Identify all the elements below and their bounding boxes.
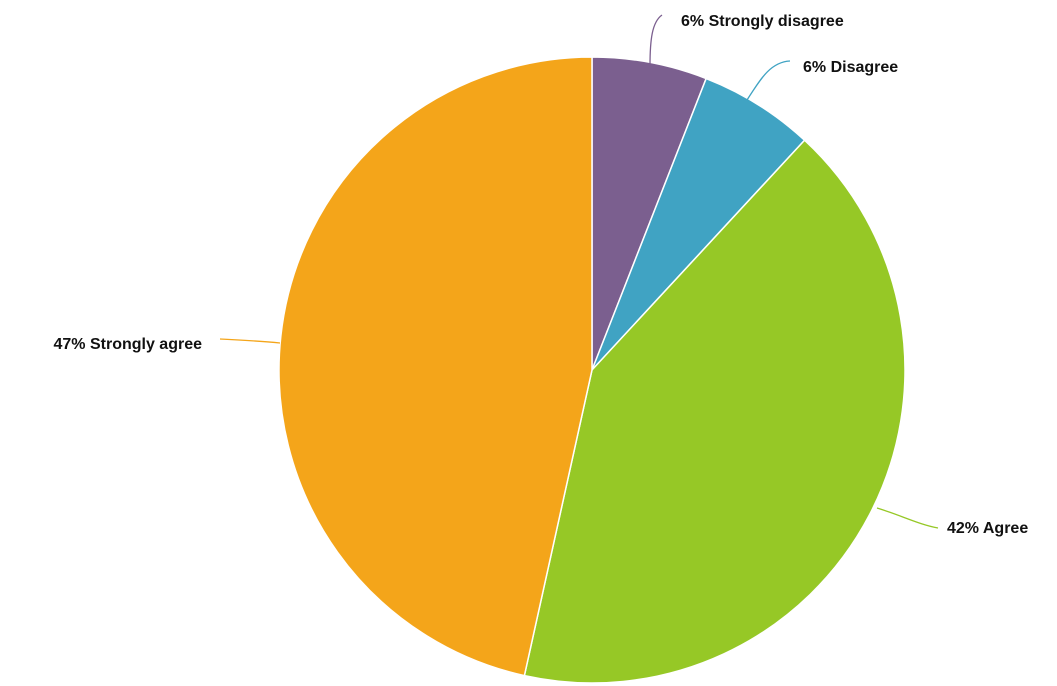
pie-slices xyxy=(278,56,906,684)
slice-label-strongly-disagree: 6% Strongly disagree xyxy=(681,13,844,30)
leader-lines xyxy=(219,14,939,529)
leader-line-strongly-disagree xyxy=(649,14,663,67)
pie-slice-agree xyxy=(523,139,906,684)
pie-slice-strongly-agree xyxy=(278,56,593,677)
slice-label-strongly-agree: 47% Strongly agree xyxy=(54,336,203,353)
leader-line-strongly-agree xyxy=(219,338,281,344)
slice-label-agree: 42% Agree xyxy=(947,520,1028,537)
leader-line-agree xyxy=(876,507,939,529)
leader-line-disagree xyxy=(746,60,791,101)
slice-labels: 6% Strongly disagree 6% Disagree 42% Agr… xyxy=(54,13,1029,537)
slice-label-disagree: 6% Disagree xyxy=(803,59,898,76)
